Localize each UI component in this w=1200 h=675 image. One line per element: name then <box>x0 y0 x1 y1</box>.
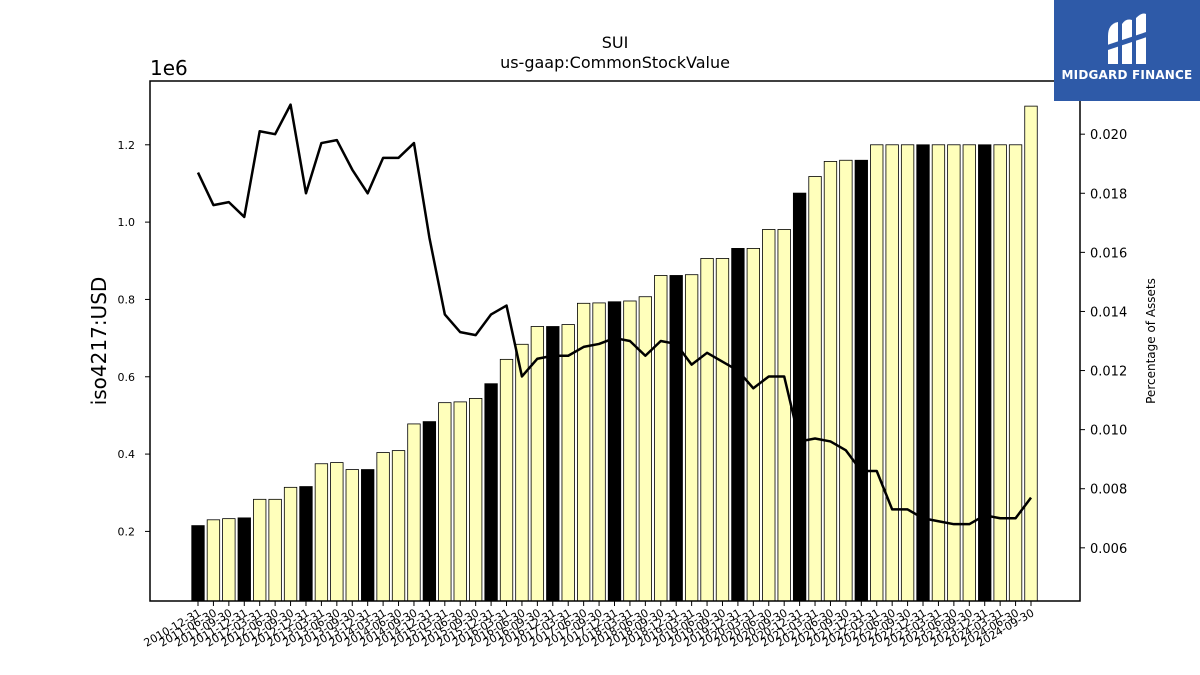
bar <box>792 192 807 602</box>
bar <box>870 144 884 602</box>
midgard-logo-icon <box>1105 13 1149 64</box>
y-tick-label: 0.6 <box>118 371 136 384</box>
bar <box>561 324 575 602</box>
y2-tick-label: 0.020 <box>1090 128 1127 143</box>
bar <box>530 326 545 602</box>
bar <box>515 343 529 602</box>
bar <box>931 144 946 602</box>
chart-subtitle: us-gaap:CommonStockValue <box>500 53 730 72</box>
bar <box>731 248 745 602</box>
y2-tick-label: 0.008 <box>1090 483 1127 498</box>
bar <box>777 229 791 602</box>
bar <box>499 358 514 602</box>
y-tick-label: 0.2 <box>118 525 136 538</box>
bar <box>669 275 683 602</box>
bar <box>638 296 652 602</box>
bar <box>746 248 760 602</box>
bar <box>222 518 236 602</box>
chart-title: SUI <box>602 33 629 52</box>
bar <box>885 144 899 602</box>
bar <box>808 176 822 602</box>
bar <box>993 144 1007 602</box>
bar <box>762 229 776 602</box>
y-tick-label: 1.2 <box>118 139 136 152</box>
y2-tick-label: 0.014 <box>1090 305 1127 320</box>
y-axis-label: iso4217:USD <box>87 277 111 406</box>
bar <box>376 452 390 602</box>
bar <box>947 144 961 602</box>
bar <box>438 402 452 602</box>
midgard-finance-logo: MIDGARD FINANCE <box>1054 0 1200 101</box>
logo-text: MIDGARD FINANCE <box>1061 68 1193 82</box>
y-axis-left: 0.2 0.4 0.6 0.8 1.0 1.2 <box>118 139 150 538</box>
bar-series <box>191 105 1038 602</box>
bar <box>546 326 560 602</box>
y2-axis-label: Percentage of Assets <box>1144 278 1158 404</box>
bar <box>715 258 730 602</box>
bar <box>607 301 622 602</box>
y2-tick-label: 0.010 <box>1090 424 1127 439</box>
bar <box>962 144 976 602</box>
bar <box>407 423 421 602</box>
y-tick-label: 1.0 <box>118 216 136 229</box>
bar <box>314 463 329 602</box>
bar <box>854 159 868 602</box>
bar <box>839 159 853 602</box>
bar <box>345 469 359 602</box>
bar <box>268 498 282 602</box>
y-offset-text: 1e6 <box>150 56 188 80</box>
bar <box>978 144 992 602</box>
y2-tick-label: 0.018 <box>1090 187 1127 202</box>
bar <box>237 517 251 602</box>
y-axis-right: 0.006 0.008 0.010 0.012 0.014 0.016 0.018 0.020 <box>1080 128 1127 557</box>
bar <box>900 144 915 602</box>
y-tick-label: 0.4 <box>118 448 136 461</box>
bar <box>484 383 498 602</box>
x-axis: 2010-12-312011-06-302011-09-302011-12-31… <box>142 601 1037 650</box>
y-tick-label: 0.8 <box>118 293 136 306</box>
bar <box>191 525 205 602</box>
bar <box>1024 105 1038 602</box>
bar <box>391 450 406 602</box>
y2-tick-label: 0.006 <box>1090 542 1127 557</box>
bar <box>453 401 467 602</box>
y2-tick-label: 0.016 <box>1090 246 1127 261</box>
bar <box>1008 144 1023 602</box>
y2-tick-label: 0.012 <box>1090 365 1127 380</box>
bar <box>700 258 714 602</box>
bar <box>469 398 483 602</box>
bar <box>823 161 838 602</box>
bar <box>654 275 668 602</box>
bar <box>422 421 437 602</box>
plot-frame <box>149 80 1081 602</box>
bar <box>253 498 267 602</box>
bar <box>206 519 221 602</box>
bar <box>684 274 699 602</box>
bar <box>330 462 344 602</box>
bar <box>916 144 930 602</box>
bar <box>592 302 606 602</box>
bar <box>361 469 375 602</box>
percentage-line-series <box>196 103 1033 526</box>
bar <box>299 486 313 602</box>
bar <box>283 486 298 602</box>
